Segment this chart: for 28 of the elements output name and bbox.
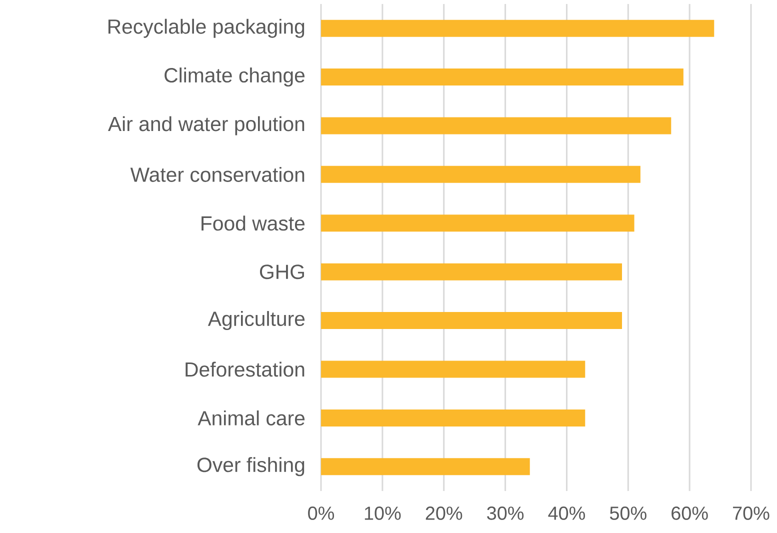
y-tick-label: Over fishing	[197, 457, 304, 476]
x-tick-label: 0%	[308, 506, 334, 520]
x-tick-label: 10%	[364, 506, 401, 520]
bar	[321, 166, 640, 183]
bar	[321, 20, 714, 37]
bar	[321, 214, 634, 232]
x-tick-label: 70%	[733, 506, 770, 520]
bar	[321, 68, 684, 86]
y-tick-label: Water conservation	[130, 166, 304, 182]
x-tick-label: 50%	[610, 506, 646, 520]
bar	[321, 263, 622, 280]
x-tick-label: 20%	[426, 506, 462, 520]
y-tick-label: Deforestation	[186, 362, 304, 377]
x-tick-label: 30%	[487, 506, 524, 520]
x-tick-label: 40%	[548, 506, 585, 520]
y-tick-label: GHG	[260, 264, 304, 280]
x-tick-label: 60%	[672, 506, 708, 520]
bar	[321, 360, 586, 378]
bar	[321, 409, 586, 426]
y-tick-label: Climate change	[164, 68, 305, 87]
bar	[321, 117, 672, 134]
y-tick-label: Air and water polution	[108, 116, 304, 136]
y-tick-label: Animal care	[198, 410, 305, 426]
y-tick-label: Agriculture	[208, 311, 305, 330]
bar	[321, 312, 622, 330]
y-tick-label: Food waste	[202, 216, 305, 231]
y-tick-label: Recyclable packaging	[108, 18, 304, 38]
bar	[321, 458, 530, 476]
